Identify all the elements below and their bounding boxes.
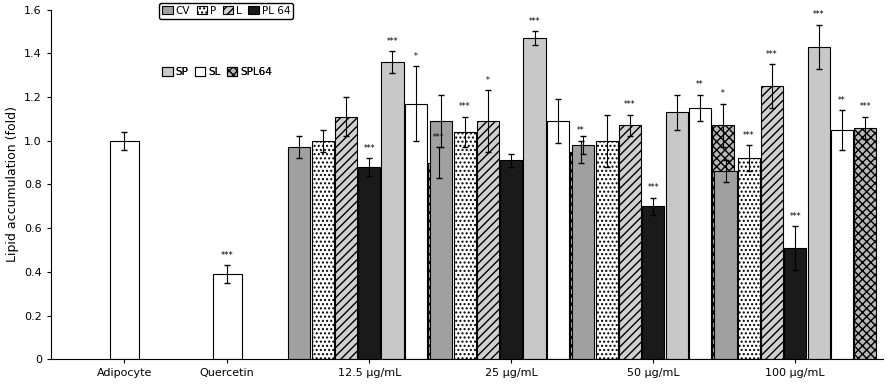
Bar bbox=[358, 167, 380, 359]
Bar bbox=[110, 141, 139, 359]
Text: ***: *** bbox=[220, 251, 234, 260]
Text: ***: *** bbox=[647, 183, 659, 192]
Bar bbox=[619, 126, 641, 359]
Text: ***: *** bbox=[743, 131, 755, 140]
Bar bbox=[570, 152, 592, 359]
Text: *: * bbox=[413, 52, 418, 61]
Y-axis label: Lipid accumulation (fold): Lipid accumulation (fold) bbox=[5, 106, 19, 263]
Bar bbox=[807, 47, 829, 359]
Bar bbox=[573, 145, 595, 359]
Bar bbox=[596, 141, 618, 359]
Bar bbox=[715, 171, 736, 359]
Bar bbox=[312, 141, 333, 359]
Legend: SP, SL, SPL64: SP, SL, SPL64 bbox=[159, 64, 276, 80]
Bar bbox=[689, 108, 711, 359]
Bar bbox=[381, 62, 404, 359]
Text: **: ** bbox=[696, 80, 704, 89]
Text: ***: *** bbox=[433, 133, 444, 142]
Bar bbox=[761, 86, 783, 359]
Text: *: * bbox=[486, 76, 490, 85]
Bar bbox=[831, 130, 853, 359]
Bar bbox=[547, 121, 569, 359]
Bar bbox=[288, 147, 310, 359]
Bar bbox=[784, 248, 806, 359]
Text: ***: *** bbox=[813, 10, 824, 20]
Text: *: * bbox=[721, 89, 725, 98]
Bar bbox=[335, 117, 357, 359]
Text: ***: *** bbox=[860, 102, 871, 111]
Bar bbox=[738, 158, 760, 359]
Text: **: ** bbox=[577, 126, 585, 135]
Bar bbox=[477, 121, 499, 359]
Text: ***: *** bbox=[766, 50, 778, 59]
Text: ***: *** bbox=[387, 36, 398, 46]
Text: ***: *** bbox=[529, 17, 541, 26]
Bar bbox=[453, 132, 476, 359]
Bar bbox=[404, 104, 427, 359]
Bar bbox=[854, 127, 876, 359]
Bar bbox=[430, 121, 453, 359]
Text: ***: *** bbox=[459, 102, 470, 111]
Bar bbox=[666, 113, 687, 359]
Text: ***: *** bbox=[364, 144, 375, 153]
Bar bbox=[712, 126, 734, 359]
Text: **: ** bbox=[838, 96, 845, 105]
Text: ***: *** bbox=[789, 212, 801, 220]
Bar bbox=[642, 206, 664, 359]
Bar bbox=[524, 38, 546, 359]
Bar bbox=[501, 161, 522, 359]
Bar bbox=[428, 162, 450, 359]
Text: ***: *** bbox=[624, 100, 636, 109]
Bar bbox=[212, 274, 242, 359]
